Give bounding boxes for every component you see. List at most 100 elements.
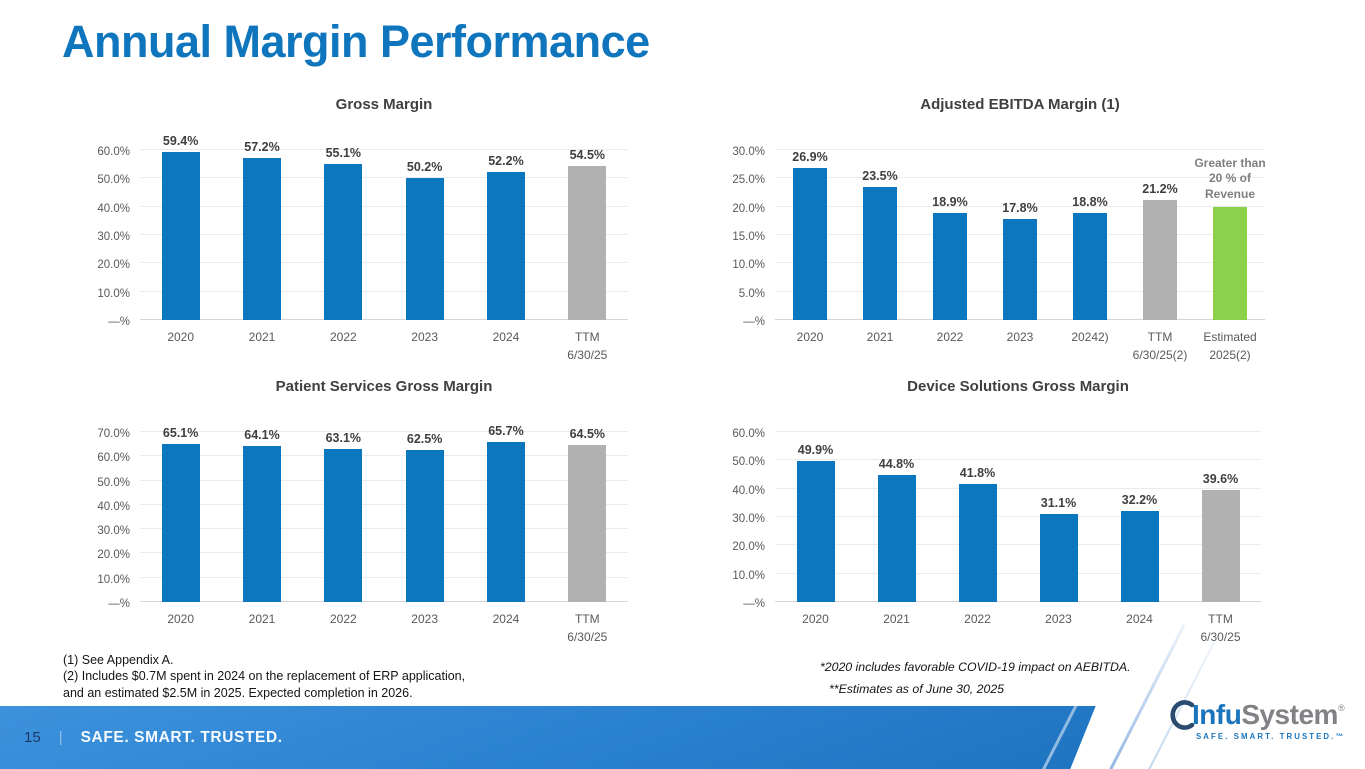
bar-slot: 18.9% (915, 150, 985, 320)
footnote-line: (2) Includes $0.7M spent in 2024 on the … (63, 669, 466, 684)
x-axis-label: 2023 (1045, 612, 1072, 626)
x-axis-label: TTM 6/30/25(2) (1132, 330, 1188, 362)
gridline (140, 177, 628, 179)
data-label: 44.8% (878, 457, 915, 472)
x-axis-label: 2021 (248, 612, 276, 626)
y-axis: —% 10.0% 20.0% 30.0% 40.0% 50.0% 60.0% (723, 428, 775, 610)
plot: 59.4% 57.2% 55.1% 50.2% 52.2% 54.5% (140, 134, 628, 320)
y-axis-tick: —% (743, 598, 765, 610)
bar-TTM (568, 445, 607, 602)
bar-2024 (486, 442, 525, 602)
logo-swoosh-icon (1170, 700, 1195, 730)
data-label: 49.9% (797, 442, 834, 457)
y-axis-tick: 20.0% (732, 541, 765, 554)
gridline (140, 431, 628, 432)
data-label: 64.5% (569, 427, 606, 442)
gridline (140, 552, 628, 554)
bar-2023 (405, 450, 444, 602)
data-label: 54.5% (569, 147, 606, 162)
chart-plot-area: —% 5.0% 10.0% 15.0% 20.0% 25.0% 30.0% 26.9% 23.… (723, 146, 1266, 328)
bar-slot: 21.2% (1125, 150, 1195, 320)
data-label: 50.2% (406, 159, 443, 174)
data-label: 31.1% (1040, 495, 1077, 510)
y-axis-tick: 40.0% (97, 202, 130, 215)
bar-2022 (324, 163, 363, 320)
bar-slot: 32.2% (1099, 432, 1180, 602)
bar-slot: 23.5% (845, 150, 915, 320)
bar-slot: 39.6% (1180, 432, 1261, 602)
bar-slot: 26.9% (775, 150, 845, 320)
data-label: 62.5% (406, 432, 443, 447)
x-axis-label: 2020 (167, 612, 195, 626)
bar-2024 (486, 172, 525, 320)
data-label: 41.8% (959, 465, 996, 480)
y-axis-tick: 40.0% (97, 500, 130, 513)
bar-Estimated (1213, 206, 1247, 320)
bars-group: 59.4% 57.2% 55.1% 50.2% 52.2% 54.5% (140, 134, 628, 320)
y-axis-tick: 10.0% (732, 569, 765, 582)
data-label: 65.7% (488, 424, 524, 439)
y-axis-tick: 60.0% (97, 452, 130, 465)
gridline (140, 262, 628, 264)
bar-2020 (796, 460, 835, 602)
chart-gross-margin: Gross Margin —% 10.0% 20.0% 30.0% 40.0% 50.0%… (88, 96, 628, 364)
bar-slot: 63.1% (303, 431, 384, 602)
x-axis: 2020 2021 2022 2023 2024 TTM 6/30/25 (140, 328, 628, 364)
data-label: 63.1% (325, 430, 362, 445)
y-axis-tick: 60.0% (732, 428, 765, 440)
gridline (775, 544, 1261, 546)
bar-slot: 59.4% (140, 134, 221, 320)
data-label: 39.6% (1202, 471, 1239, 486)
bars-group: 65.1% 64.1% 63.1% 62.5% 65.7% 64.5% (140, 424, 628, 602)
data-label: Greater than 20 % of Revenue (1194, 155, 1266, 202)
logo-text-infu: Infu (1192, 699, 1242, 730)
chart-plot-area: —% 10.0% 20.0% 30.0% 40.0% 50.0% 60.0% 59.4% 57… (88, 134, 628, 328)
x-axis-label: 2023 (1006, 330, 1034, 344)
data-label: 23.5% (862, 168, 898, 183)
bar-slot: 44.8% (856, 432, 937, 602)
chart-device-solutions-gross-margin: Device Solutions Gross Margin —% 10.0% 20.… (723, 378, 1261, 646)
gridline (140, 234, 628, 235)
x-axis-label: 2024 (492, 330, 520, 344)
y-axis-tick: —% (108, 598, 130, 610)
y-axis-tick: 30.0% (97, 525, 130, 538)
gridline (140, 576, 628, 578)
y-axis-tick: 20.0% (97, 259, 130, 272)
data-label: 64.1% (244, 428, 280, 443)
footnote-covid: *2020 includes favorable COVID-19 impact… (820, 660, 1131, 674)
x-axis-label: Estimated 2025(2) (1203, 330, 1257, 362)
bar-slot: 62.5% (384, 432, 465, 602)
gridline (140, 479, 628, 481)
bar-slot: Greater than 20 % of Revenue (1194, 150, 1266, 320)
y-axis-tick: 10.0% (97, 287, 130, 300)
x-axis-label: 2022 (936, 330, 964, 344)
gridline (775, 572, 1261, 574)
y-axis-tick: 30.0% (732, 513, 765, 525)
bar-slot: 41.8% (937, 432, 1018, 602)
footer-separator: | (58, 729, 63, 746)
x-axis-label: 2020 (167, 330, 195, 344)
y-axis-tick: 60.0% (97, 146, 130, 158)
plot: 65.1% 64.1% 63.1% 62.5% 65.7% 64.5% (140, 424, 628, 602)
chart-title: Gross Margin (335, 96, 433, 113)
x-axis-label: 2022 (329, 612, 357, 626)
gridline (775, 487, 1261, 489)
bar-slot: 50.2% (384, 150, 465, 320)
y-axis-tick: 20.0% (97, 549, 130, 562)
footnotes-left: (1) See Appendix A. (2) Includes $0.7M s… (63, 652, 465, 701)
y-axis-tick: 30.0% (732, 146, 765, 158)
y-axis-tick: 50.0% (97, 476, 130, 489)
gridline (775, 431, 1261, 432)
data-label: 65.1% (162, 425, 199, 440)
gridline (140, 149, 628, 150)
bar-2023 (405, 177, 444, 320)
y-axis-tick: 10.0% (732, 259, 765, 272)
bar-2022 (933, 212, 967, 320)
bar-TTM (1201, 489, 1240, 602)
bar-2020 (793, 167, 827, 320)
footnote-estimates: **Estimates as of June 30, 2025 (829, 682, 1004, 696)
bar-2023 (1039, 513, 1078, 602)
y-axis-tick: 50.0% (97, 174, 130, 187)
x-axis-label: 2023 (411, 330, 438, 344)
